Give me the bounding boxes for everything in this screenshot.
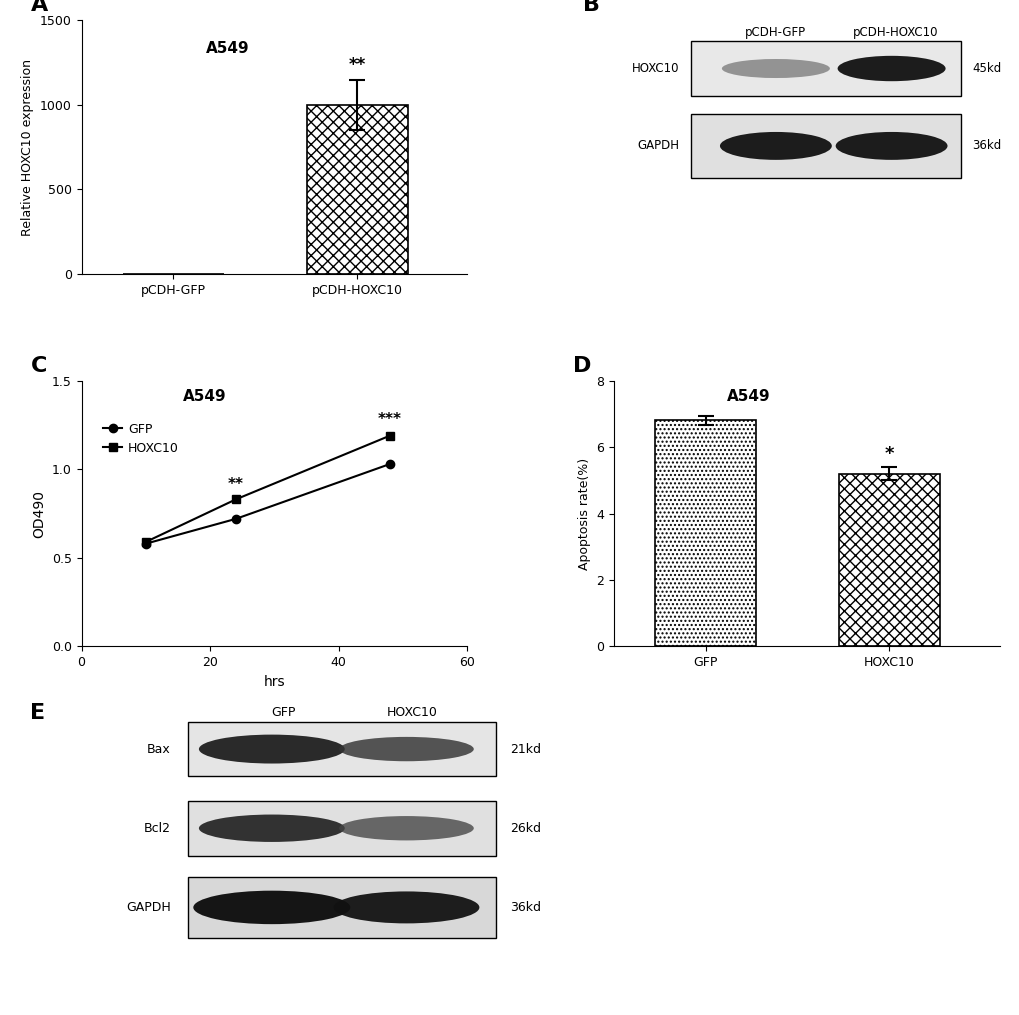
Y-axis label: OD490: OD490 (33, 489, 46, 538)
Ellipse shape (199, 735, 344, 763)
Text: 36kd: 36kd (510, 901, 541, 914)
HOXC10 (140, 536, 152, 548)
Bar (187, 877, 496, 938)
Ellipse shape (837, 56, 945, 81)
X-axis label: hrs: hrs (263, 675, 285, 689)
Text: 21kd: 21kd (510, 743, 541, 755)
Ellipse shape (835, 132, 947, 160)
Ellipse shape (719, 132, 832, 160)
Ellipse shape (333, 891, 479, 924)
Line: HOXC10: HOXC10 (142, 431, 394, 546)
Text: **: ** (348, 56, 366, 74)
Text: pCDH-HOXC10: pCDH-HOXC10 (852, 26, 937, 40)
Text: D: D (573, 355, 591, 376)
GFP (229, 513, 242, 525)
Text: A: A (31, 0, 48, 15)
Y-axis label: Apoptosis rate(%): Apoptosis rate(%) (577, 458, 590, 569)
Text: GFP: GFP (271, 706, 294, 719)
Text: **: ** (227, 477, 244, 492)
Bar (187, 801, 496, 856)
GFP (140, 538, 152, 550)
Ellipse shape (339, 816, 474, 840)
Text: C: C (31, 355, 47, 376)
Bar (690, 41, 960, 96)
Bar (307, 105, 408, 274)
Text: Bax: Bax (147, 743, 171, 755)
Text: Bcl2: Bcl2 (144, 822, 171, 834)
HOXC10 (384, 429, 396, 442)
Text: pCDH-GFP: pCDH-GFP (745, 26, 806, 40)
GFP (384, 458, 396, 470)
Legend: GFP, HOXC10: GFP, HOXC10 (99, 419, 182, 459)
Text: 36kd: 36kd (972, 139, 1001, 152)
Line: GFP: GFP (142, 460, 394, 548)
Ellipse shape (194, 891, 351, 924)
Text: A549: A549 (183, 389, 226, 404)
Text: A549: A549 (206, 41, 250, 56)
Y-axis label: Relative HOXC10 expression: Relative HOXC10 expression (21, 59, 35, 235)
Text: ***: *** (378, 412, 401, 426)
Text: HOXC10: HOXC10 (632, 62, 679, 75)
Ellipse shape (199, 814, 344, 842)
Text: A549: A549 (727, 389, 770, 404)
HOXC10 (229, 493, 242, 505)
Text: GAPDH: GAPDH (637, 139, 679, 152)
Text: *: * (883, 445, 894, 463)
Bar (690, 115, 960, 178)
Ellipse shape (721, 59, 829, 78)
Text: 45kd: 45kd (972, 62, 1001, 75)
Text: 26kd: 26kd (510, 822, 541, 834)
Text: E: E (30, 703, 45, 724)
Text: B: B (583, 0, 600, 15)
Ellipse shape (339, 737, 474, 761)
Bar (654, 420, 755, 647)
Bar (838, 474, 938, 647)
Text: GAPDH: GAPDH (126, 901, 171, 914)
Text: HOXC10: HOXC10 (386, 706, 437, 719)
Bar (187, 722, 496, 776)
